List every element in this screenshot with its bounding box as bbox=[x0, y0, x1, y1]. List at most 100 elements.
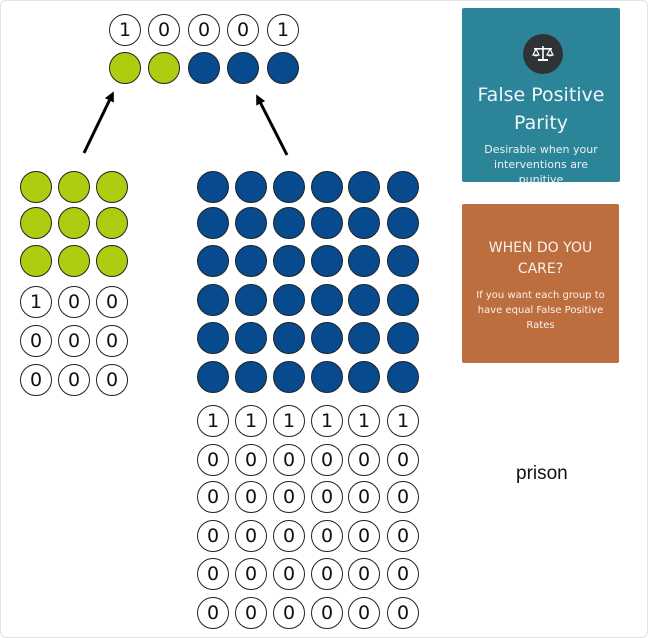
green-dot bbox=[148, 52, 180, 84]
navy-dot bbox=[273, 322, 305, 354]
label-circle: 0 bbox=[235, 444, 267, 476]
navy-dot bbox=[348, 245, 380, 277]
label-circle: 1 bbox=[387, 405, 419, 437]
navy-dot bbox=[311, 361, 343, 393]
green-dot bbox=[96, 245, 128, 277]
navy-dot bbox=[273, 284, 305, 316]
navy-dot bbox=[235, 245, 267, 277]
label-circle: 0 bbox=[273, 444, 305, 476]
navy-dot bbox=[235, 284, 267, 316]
label-circle: 1 bbox=[20, 286, 52, 318]
navy-dot bbox=[348, 361, 380, 393]
label-circle: 0 bbox=[273, 481, 305, 513]
label-circle: 0 bbox=[311, 520, 343, 552]
label-circle: 0 bbox=[311, 597, 343, 629]
green-dot bbox=[58, 207, 90, 239]
navy-dot bbox=[235, 322, 267, 354]
label-circle: 0 bbox=[20, 325, 52, 357]
label-circle: 0 bbox=[311, 444, 343, 476]
card-title: WHEN DO YOU CARE? bbox=[488, 240, 593, 277]
navy-dot bbox=[273, 171, 305, 203]
card-subtitle: Desirable when your interventions are pu… bbox=[484, 143, 598, 186]
label-circle: 1 bbox=[235, 405, 267, 437]
balance-scale-icon bbox=[523, 34, 563, 74]
label-circle: 0 bbox=[235, 481, 267, 513]
navy-dot bbox=[197, 322, 229, 354]
label-circle: 0 bbox=[96, 364, 128, 396]
label-circle: 0 bbox=[20, 364, 52, 396]
navy-dot bbox=[387, 322, 419, 354]
label-circle: 1 bbox=[109, 14, 141, 46]
navy-dot bbox=[273, 207, 305, 239]
label-circle: 0 bbox=[387, 481, 419, 513]
green-dot bbox=[20, 171, 52, 203]
label-circle: 0 bbox=[348, 520, 380, 552]
navy-dot bbox=[348, 322, 380, 354]
label-circle: 0 bbox=[58, 286, 90, 318]
navy-dot bbox=[235, 171, 267, 203]
navy-dot bbox=[311, 284, 343, 316]
navy-dot bbox=[197, 207, 229, 239]
label-circle: 0 bbox=[148, 14, 180, 46]
navy-dot bbox=[311, 245, 343, 277]
label-circle: 1 bbox=[311, 405, 343, 437]
navy-dot bbox=[197, 245, 229, 277]
label-circle: 0 bbox=[96, 325, 128, 357]
label-circle: 0 bbox=[387, 444, 419, 476]
label-circle: 0 bbox=[348, 481, 380, 513]
green-dot bbox=[58, 171, 90, 203]
when-do-you-care-card: WHEN DO YOU CARE? If you want each group… bbox=[462, 204, 619, 363]
navy-dot bbox=[348, 171, 380, 203]
label-circle: 0 bbox=[348, 558, 380, 590]
label-circle: 0 bbox=[235, 520, 267, 552]
label-circle: 0 bbox=[197, 444, 229, 476]
label-circle: 0 bbox=[387, 597, 419, 629]
navy-dot bbox=[311, 322, 343, 354]
navy-dot bbox=[273, 361, 305, 393]
label-circle: 0 bbox=[197, 597, 229, 629]
label-circle: 1 bbox=[348, 405, 380, 437]
green-dot bbox=[20, 207, 52, 239]
card-subtitle: If you want each group to have equal Fal… bbox=[476, 290, 605, 331]
label-circle: 0 bbox=[58, 364, 90, 396]
card-title: False Positive Parity bbox=[477, 84, 605, 134]
green-dot bbox=[109, 52, 141, 84]
label-circle: 0 bbox=[235, 597, 267, 629]
label-circle: 0 bbox=[348, 444, 380, 476]
label-circle: 0 bbox=[311, 558, 343, 590]
label-circle: 0 bbox=[387, 520, 419, 552]
navy-dot bbox=[197, 171, 229, 203]
navy-dot bbox=[348, 207, 380, 239]
navy-dot bbox=[267, 52, 299, 84]
navy-dot bbox=[311, 207, 343, 239]
label-circle: 0 bbox=[387, 558, 419, 590]
label-circle: 0 bbox=[197, 558, 229, 590]
navy-dot bbox=[387, 284, 419, 316]
label-circle: 0 bbox=[311, 481, 343, 513]
label-circle: 0 bbox=[197, 520, 229, 552]
navy-dot bbox=[197, 284, 229, 316]
green-dot bbox=[58, 245, 90, 277]
navy-dot bbox=[348, 284, 380, 316]
navy-dot bbox=[273, 245, 305, 277]
navy-dot bbox=[387, 361, 419, 393]
navy-dot bbox=[227, 52, 259, 84]
navy-dot bbox=[197, 361, 229, 393]
navy-dot bbox=[387, 245, 419, 277]
navy-dot bbox=[235, 361, 267, 393]
navy-dot bbox=[387, 171, 419, 203]
label-circle: 0 bbox=[96, 286, 128, 318]
label-circle: 1 bbox=[197, 405, 229, 437]
caption-text: prison bbox=[516, 463, 568, 484]
label-circle: 0 bbox=[227, 14, 259, 46]
navy-dot bbox=[387, 207, 419, 239]
navy-dot bbox=[311, 171, 343, 203]
navy-dot bbox=[188, 52, 220, 84]
navy-dot bbox=[235, 207, 267, 239]
green-dot bbox=[96, 171, 128, 203]
label-circle: 1 bbox=[267, 14, 299, 46]
label-circle: 0 bbox=[348, 597, 380, 629]
label-circle: 0 bbox=[58, 325, 90, 357]
green-dot bbox=[20, 245, 52, 277]
label-circle: 0 bbox=[273, 520, 305, 552]
